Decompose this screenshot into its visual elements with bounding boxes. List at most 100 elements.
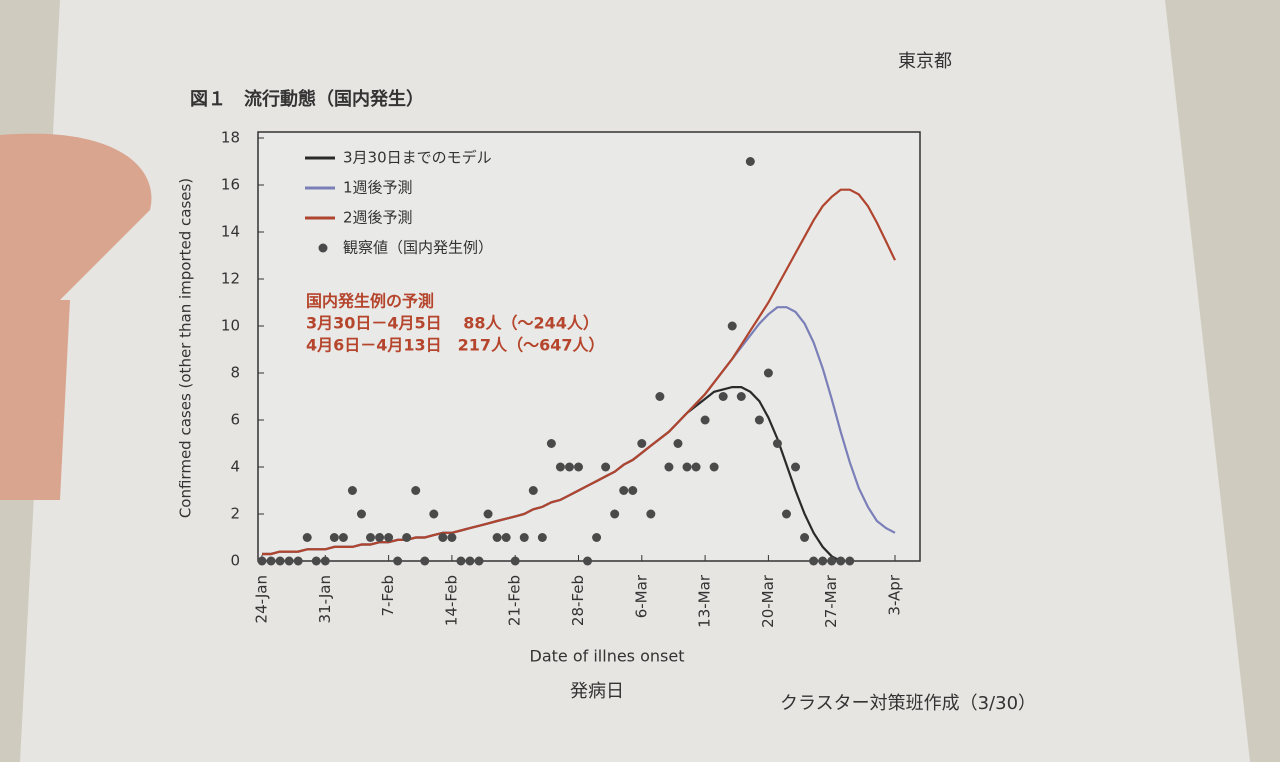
point bbox=[583, 556, 593, 566]
point bbox=[736, 392, 746, 401]
y-tick-label: 14 bbox=[221, 223, 240, 241]
legend-label: 観察値（国内発生例） bbox=[343, 239, 493, 257]
point bbox=[655, 392, 665, 401]
point bbox=[809, 556, 819, 566]
point bbox=[537, 533, 547, 542]
legend-label: 1週後予測 bbox=[343, 179, 413, 197]
x-tick-label: 24-Jan bbox=[253, 575, 271, 623]
point bbox=[682, 462, 692, 472]
plot-frame bbox=[257, 131, 921, 562]
point bbox=[519, 533, 529, 542]
point bbox=[827, 556, 837, 566]
point bbox=[555, 462, 565, 472]
point bbox=[402, 533, 412, 542]
point bbox=[275, 556, 285, 566]
point bbox=[574, 462, 583, 472]
point bbox=[628, 486, 638, 495]
legend-label: 2週後予測 bbox=[343, 209, 413, 227]
point bbox=[438, 533, 448, 542]
point bbox=[356, 509, 366, 519]
corner-note: 東京都 bbox=[898, 51, 952, 72]
x-tick-label: 28-Feb bbox=[569, 575, 587, 626]
legend-label: 3月30日までのモデル bbox=[343, 149, 492, 167]
point bbox=[727, 321, 737, 331]
point bbox=[619, 486, 629, 495]
annotation: 国内発生例の予測 bbox=[306, 292, 434, 311]
annotation: 3月30日－4月5日 88人（～244人） bbox=[306, 314, 599, 333]
x-tick-label: 20-Mar bbox=[759, 574, 777, 628]
point bbox=[691, 462, 701, 472]
point bbox=[781, 509, 791, 519]
point bbox=[610, 509, 620, 519]
point bbox=[637, 439, 647, 448]
point bbox=[646, 509, 656, 519]
x-tick-label: 27-Mar bbox=[822, 574, 840, 628]
y-tick-label: 10 bbox=[221, 317, 240, 335]
point bbox=[754, 415, 764, 425]
hand bbox=[0, 133, 152, 500]
x-tick-label: 13-Mar bbox=[696, 574, 714, 628]
point bbox=[411, 486, 421, 495]
point bbox=[763, 368, 773, 378]
x-tick-label: 3-Apr bbox=[886, 574, 904, 615]
point bbox=[420, 556, 430, 566]
y-tick-label: 0 bbox=[230, 552, 240, 570]
footer: クラスター対策班作成（3/30） bbox=[780, 693, 1036, 714]
point bbox=[592, 533, 602, 542]
point bbox=[266, 556, 276, 566]
x-tick-label: 14-Feb bbox=[442, 575, 460, 626]
point bbox=[791, 462, 801, 472]
point bbox=[257, 556, 267, 566]
point bbox=[474, 556, 484, 566]
point bbox=[836, 556, 846, 566]
y-tick-label: 16 bbox=[221, 176, 240, 194]
point bbox=[465, 556, 475, 566]
x-tick-label: 31-Jan bbox=[316, 575, 334, 623]
point bbox=[320, 556, 330, 566]
point bbox=[384, 533, 394, 542]
point bbox=[483, 509, 493, 519]
point bbox=[311, 556, 321, 566]
point bbox=[366, 533, 376, 542]
point bbox=[664, 462, 674, 472]
point bbox=[546, 439, 556, 448]
legend-marker bbox=[318, 243, 328, 253]
point bbox=[564, 462, 574, 472]
point bbox=[845, 556, 855, 566]
x-tick-label: 7-Feb bbox=[379, 575, 397, 617]
y-tick-label: 4 bbox=[230, 458, 240, 476]
point bbox=[284, 556, 294, 566]
point bbox=[528, 486, 538, 495]
point bbox=[818, 556, 828, 566]
x-tick-label: 21-Feb bbox=[506, 575, 524, 626]
point bbox=[456, 556, 466, 566]
point bbox=[709, 462, 719, 472]
y-tick-label: 12 bbox=[221, 270, 240, 288]
point bbox=[429, 509, 439, 519]
x-tick-label: 6-Mar bbox=[632, 574, 650, 618]
y-axis-label: Confirmed cases (other than imported cas… bbox=[177, 178, 195, 518]
point bbox=[347, 486, 357, 495]
point bbox=[302, 533, 312, 542]
y-tick-label: 6 bbox=[230, 411, 240, 429]
point bbox=[718, 392, 728, 401]
point bbox=[700, 415, 710, 425]
annotation: 4月6日－4月13日 217人（～647人） bbox=[306, 336, 604, 355]
point bbox=[745, 157, 755, 166]
point bbox=[338, 533, 348, 542]
point bbox=[492, 533, 502, 542]
point bbox=[772, 439, 782, 448]
point bbox=[375, 533, 385, 542]
line bbox=[262, 188, 896, 556]
point bbox=[673, 439, 683, 448]
point bbox=[501, 533, 511, 542]
y-tick-label: 8 bbox=[230, 364, 240, 382]
point bbox=[447, 533, 457, 542]
point bbox=[393, 556, 403, 566]
point bbox=[293, 556, 303, 566]
point bbox=[329, 533, 339, 542]
y-tick-label: 18 bbox=[221, 129, 240, 147]
chart-title: 図１ 流行動態（国内発生） bbox=[190, 88, 424, 110]
y-tick-label: 2 bbox=[230, 505, 240, 523]
